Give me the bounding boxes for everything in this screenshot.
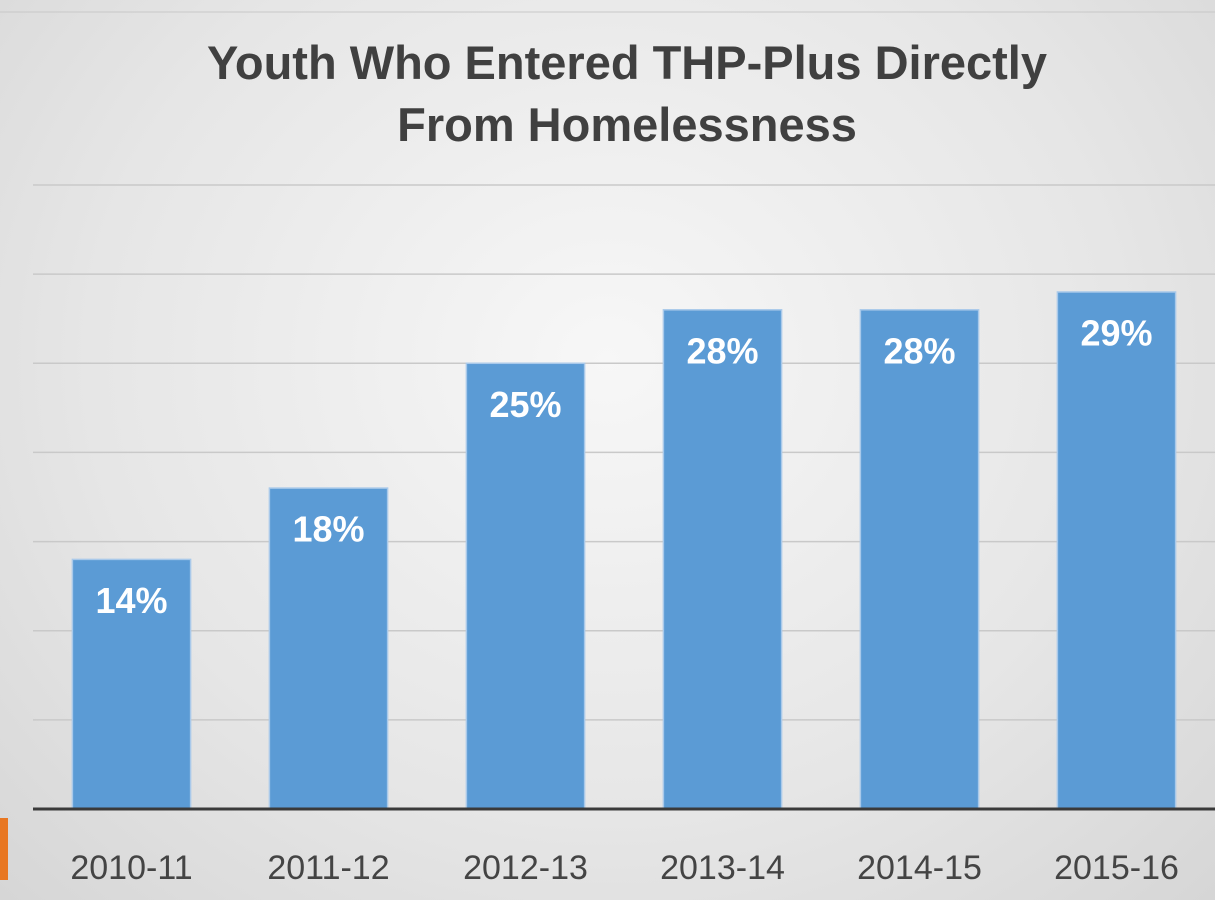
bar xyxy=(662,309,783,810)
value-label: 28% xyxy=(883,330,955,371)
bar xyxy=(1056,291,1177,810)
bar xyxy=(465,362,586,810)
x-tick-label: 2015-16 xyxy=(1054,849,1179,887)
x-tick-label: 2014-15 xyxy=(857,849,982,887)
chart-title: Youth Who Entered THP-Plus Directly From… xyxy=(207,36,1047,151)
x-tick-label: 2011-12 xyxy=(267,849,389,887)
bar xyxy=(859,309,980,810)
slide-accent xyxy=(0,818,8,880)
value-label: 14% xyxy=(95,580,167,621)
value-label: 25% xyxy=(489,384,561,425)
value-label: 28% xyxy=(686,330,758,371)
bar xyxy=(268,487,389,810)
value-label: 29% xyxy=(1080,312,1152,353)
x-tick-label: 2012-13 xyxy=(463,849,588,887)
value-label: 18% xyxy=(292,509,364,550)
x-tick-label: 2013-14 xyxy=(660,849,785,887)
x-tick-label: 2010-11 xyxy=(70,849,192,887)
bar xyxy=(71,558,192,810)
